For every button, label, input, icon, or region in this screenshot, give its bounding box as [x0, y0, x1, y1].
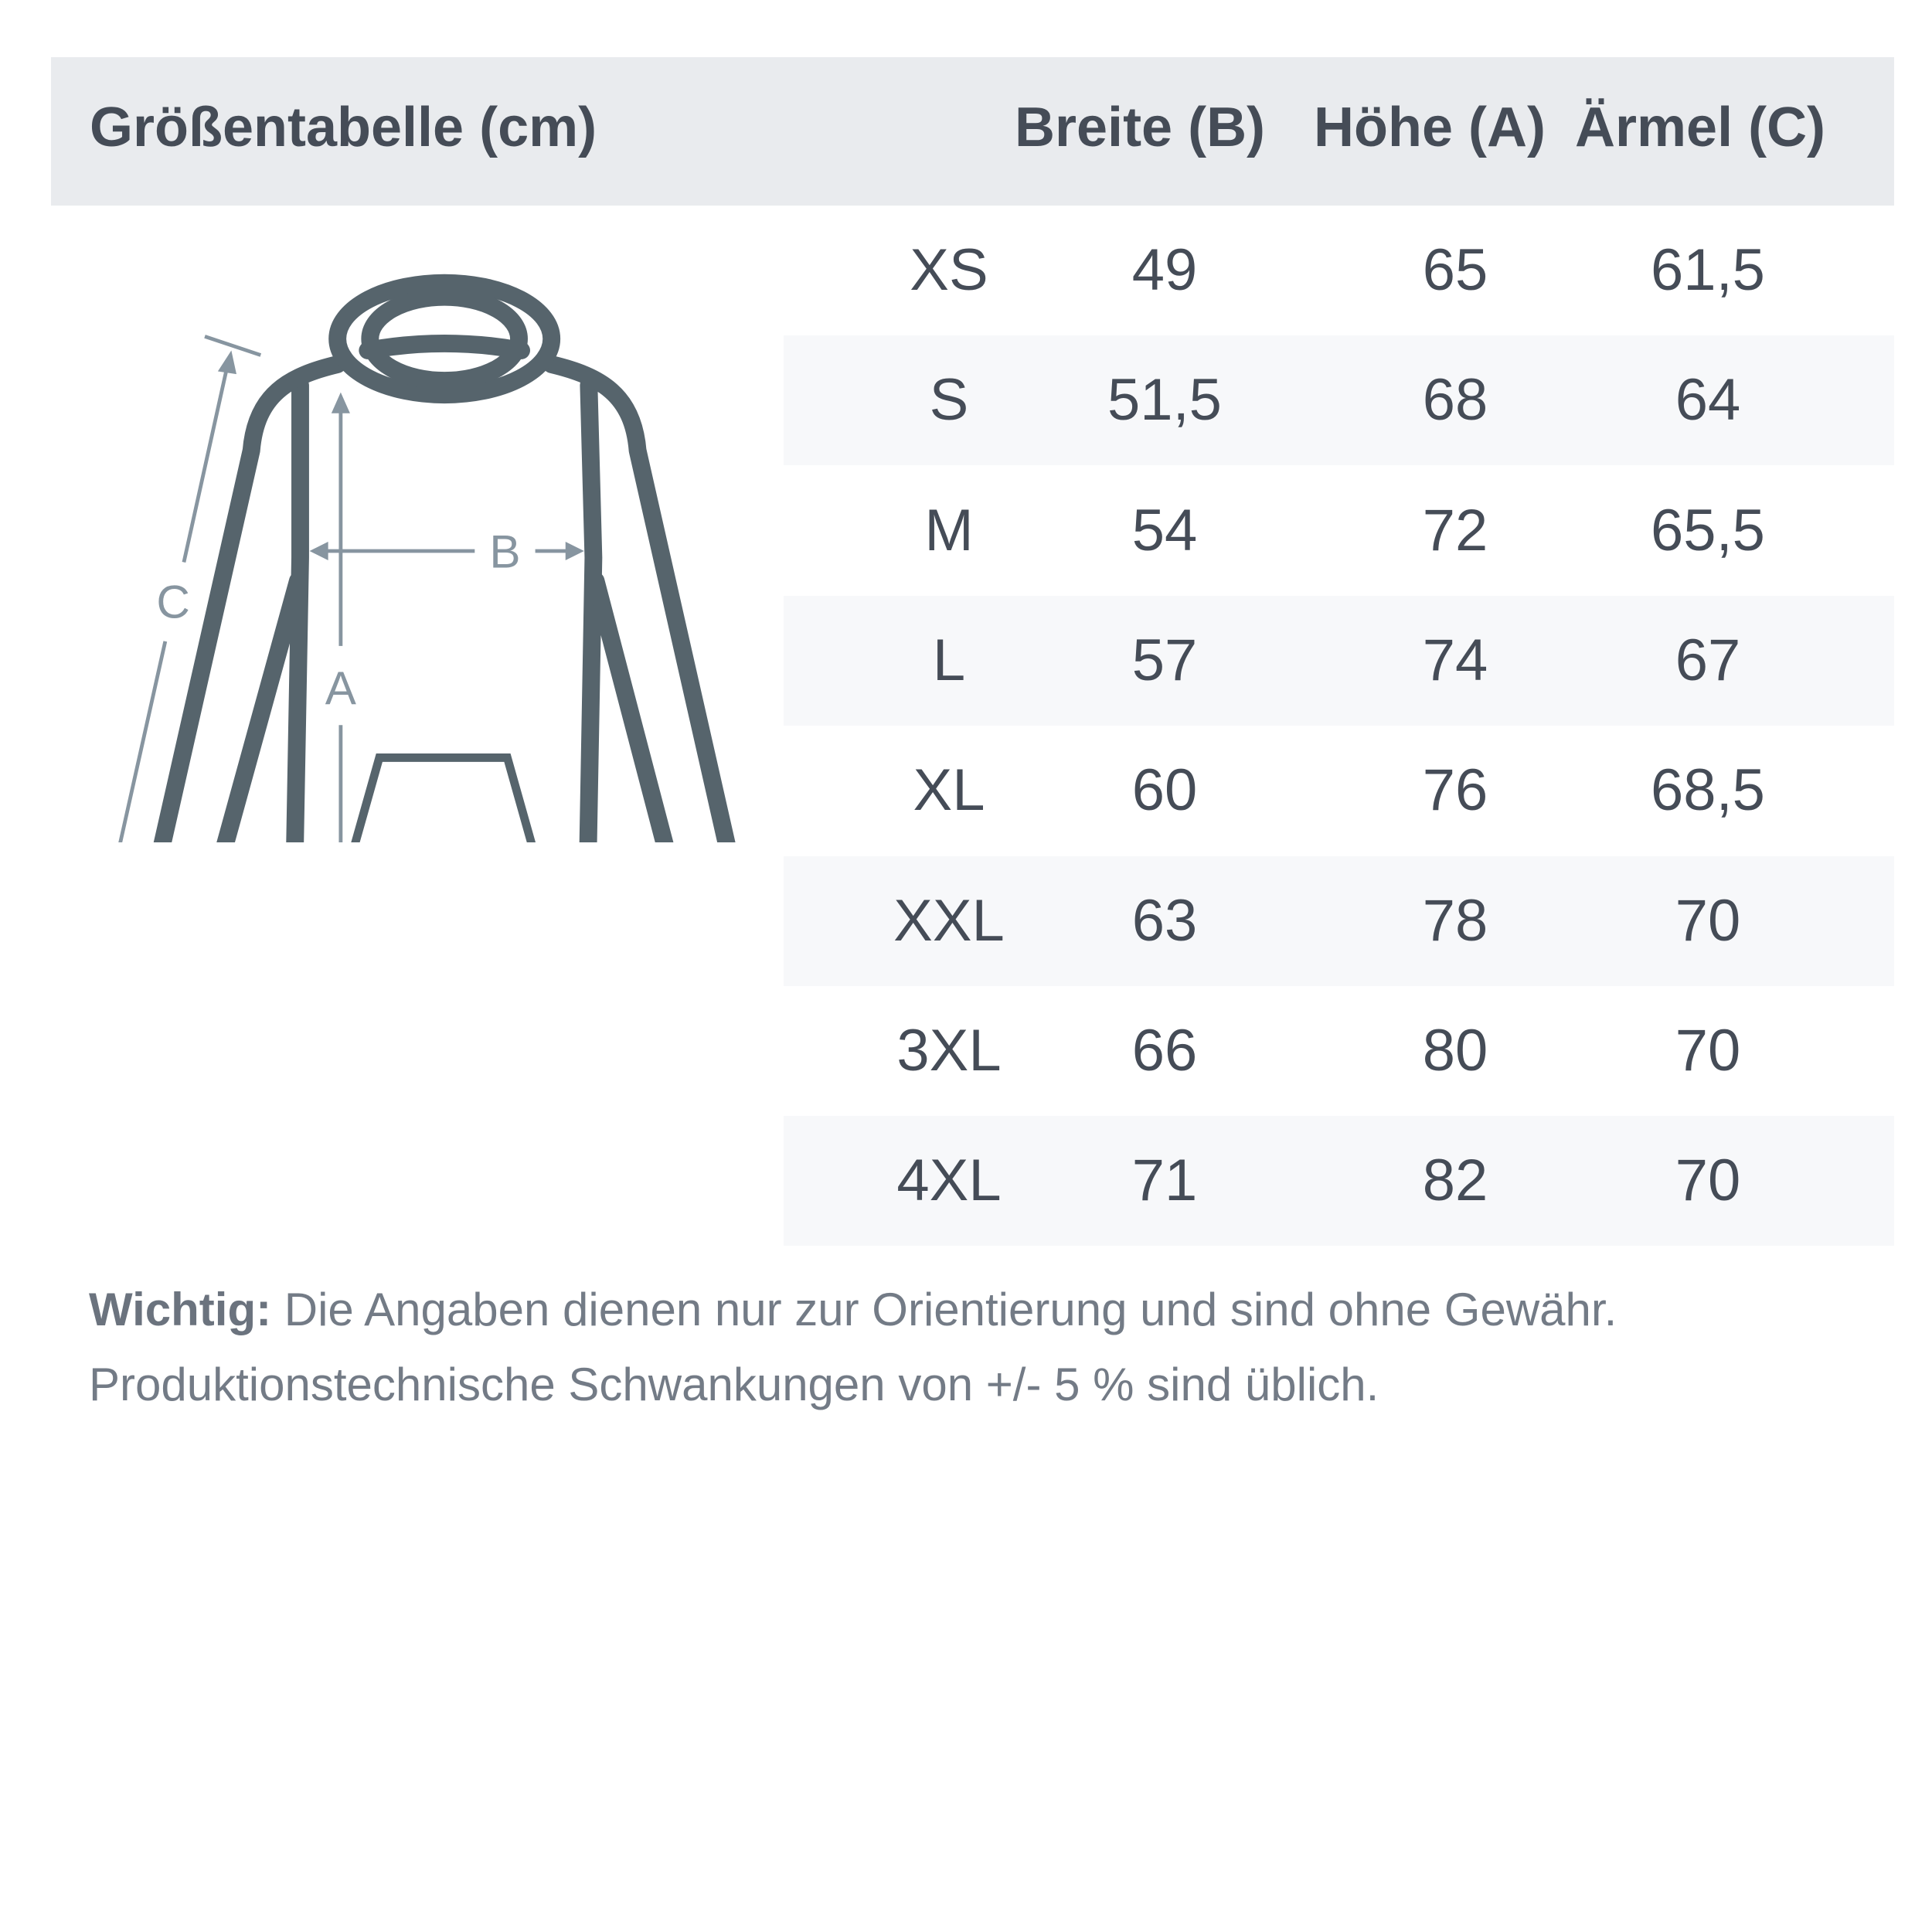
cell-breite: 63 — [1131, 887, 1198, 954]
cell-size: XS — [910, 237, 988, 303]
table-row: M 54 72 65,5 — [784, 466, 1894, 596]
table-row: S 51,5 68 64 — [784, 335, 1894, 466]
note-bold-label: Wichtig: — [89, 1284, 272, 1335]
cell-size: XL — [913, 757, 985, 824]
table-header: Größentabelle (cm) Breite (B) Höhe (A) Ä… — [51, 57, 1894, 206]
cell-breite: 49 — [1131, 237, 1198, 303]
cell-size: XXL — [893, 887, 1005, 954]
cell-aermel: 68,5 — [1651, 757, 1765, 824]
pocket-outline — [351, 753, 536, 842]
cell-aermel: 61,5 — [1651, 237, 1765, 303]
hood-inner — [361, 287, 528, 390]
cell-hoehe: 74 — [1422, 627, 1488, 693]
label-a: A — [325, 662, 357, 714]
hood-outer — [328, 274, 561, 404]
cell-size: S — [929, 367, 969, 434]
label-b: B — [489, 526, 520, 578]
cell-aermel: 70 — [1675, 887, 1741, 954]
arrow-b-left — [309, 541, 328, 561]
cell-breite: 57 — [1131, 627, 1198, 693]
cell-hoehe: 72 — [1422, 497, 1488, 563]
cell-aermel: 70 — [1675, 1017, 1741, 1083]
column-header-breite: Breite (B) — [1015, 97, 1266, 158]
cell-hoehe: 68 — [1422, 367, 1488, 434]
hoodie-body-outline — [286, 376, 603, 842]
table-row: 3XL 66 80 70 — [784, 986, 1894, 1116]
cell-aermel: 67 — [1675, 627, 1741, 693]
arrow-a-top — [331, 392, 350, 413]
page-title: Größentabelle (cm) — [90, 97, 597, 158]
cell-size: 4XL — [896, 1148, 1002, 1214]
cell-hoehe: 80 — [1422, 1017, 1488, 1083]
cell-size: M — [924, 497, 974, 563]
column-header-hoehe: Höhe (A) — [1314, 97, 1546, 158]
cell-hoehe: 76 — [1422, 757, 1488, 824]
left-sleeve-outline — [153, 355, 347, 842]
table-row: XL 60 76 68,5 — [784, 726, 1894, 855]
cell-breite: 71 — [1131, 1148, 1198, 1214]
cell-breite: 66 — [1131, 1017, 1198, 1083]
hoodie-diagram: A B C — [118, 274, 736, 842]
arrow-c-top — [217, 350, 236, 375]
cell-aermel: 65,5 — [1651, 497, 1765, 563]
collar-band — [359, 335, 530, 359]
cell-breite: 60 — [1131, 757, 1198, 824]
cell-breite: 51,5 — [1107, 367, 1222, 434]
right-sleeve-outline — [543, 355, 736, 842]
cell-size: 3XL — [896, 1017, 1002, 1083]
table-row: XXL 63 78 70 — [784, 855, 1894, 986]
cell-hoehe: 78 — [1422, 887, 1488, 954]
cell-hoehe: 82 — [1422, 1148, 1488, 1214]
column-header-aermel: Ärmel (C) — [1575, 97, 1826, 158]
table-row: L 57 74 67 — [784, 595, 1894, 726]
label-c: C — [156, 576, 190, 628]
cell-hoehe: 65 — [1422, 237, 1488, 303]
cell-aermel: 64 — [1675, 367, 1741, 434]
arrow-b-right — [565, 541, 584, 561]
cell-size: L — [932, 627, 966, 693]
table-row: 4XL 71 82 70 — [784, 1116, 1894, 1247]
table-row: XS 49 65 61,5 — [784, 206, 1894, 335]
note-line-1: Wichtig: Die Angaben dienen nur zur Orie… — [89, 1283, 1617, 1336]
cell-breite: 54 — [1131, 497, 1198, 563]
cell-aermel: 70 — [1675, 1148, 1741, 1214]
note-line-2: Produktionstechnische Schwankungen von +… — [89, 1359, 1379, 1410]
note-text-1: Die Angaben dienen nur zur Orientierung … — [271, 1284, 1617, 1335]
